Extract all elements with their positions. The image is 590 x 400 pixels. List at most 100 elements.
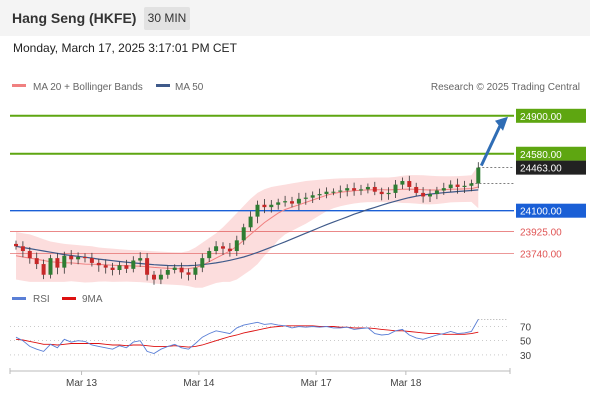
candle-body xyxy=(207,251,212,259)
candle-body xyxy=(359,189,363,191)
candle-body xyxy=(227,248,232,252)
candle xyxy=(124,259,129,273)
candle xyxy=(248,211,253,232)
candle xyxy=(365,183,370,194)
price-levels xyxy=(10,114,514,254)
rsi-legend-label: RSI xyxy=(33,294,50,305)
candle-body xyxy=(193,267,198,275)
candle-body xyxy=(234,240,239,252)
candle xyxy=(14,240,18,250)
candle xyxy=(110,262,115,276)
resistance-label-box xyxy=(516,108,586,123)
ma50-legend-swatch xyxy=(156,84,170,87)
candle-body xyxy=(241,227,246,241)
candle xyxy=(76,252,81,265)
timestamp: Monday, March 17, 2025 3:17:01 PM CET xyxy=(13,41,237,55)
candle-body xyxy=(448,184,453,189)
candle-body xyxy=(117,265,122,270)
candle-body xyxy=(338,190,343,192)
level-labels: 24900.00 24580.00 24463.00 24100.00 23925.00… xyxy=(516,108,586,260)
candle xyxy=(414,182,419,197)
candle-body xyxy=(296,198,301,204)
support-label: 23740.00 xyxy=(520,249,562,260)
candle xyxy=(48,254,53,279)
candle xyxy=(269,200,274,213)
candle-body xyxy=(365,186,370,190)
candle xyxy=(131,256,136,273)
candle xyxy=(462,180,467,194)
candle-body xyxy=(455,184,460,187)
chart-header: Hang Seng (HKFE) 30 MIN xyxy=(0,0,590,36)
candle xyxy=(34,252,39,270)
candle-body xyxy=(172,267,177,270)
candle xyxy=(324,187,329,199)
candle xyxy=(96,258,101,272)
pivot-label-box xyxy=(516,203,586,218)
instrument-title: Hang Seng (HKFE) xyxy=(12,10,137,26)
x-axis-tick-label: Mar 14 xyxy=(183,378,215,389)
candle-body xyxy=(379,191,384,195)
candle-body xyxy=(400,181,405,185)
candle-body xyxy=(462,185,467,187)
last-price-label-box xyxy=(516,160,586,175)
candle xyxy=(234,235,239,257)
rsi-tick-label: 50 xyxy=(520,337,532,348)
candle xyxy=(83,253,87,263)
x-axis-tick-label: Mar 13 xyxy=(66,378,98,389)
candle xyxy=(165,265,170,279)
candle-body xyxy=(372,186,377,192)
rsi-tick-label: 70 xyxy=(520,323,532,334)
candle xyxy=(152,270,156,285)
candle xyxy=(317,188,322,201)
forecast-arrow-head xyxy=(495,116,508,131)
candle-body xyxy=(200,258,205,268)
candle xyxy=(393,179,398,198)
candle xyxy=(186,268,191,281)
bollinger-fill xyxy=(16,165,479,288)
candle xyxy=(379,187,384,201)
candles xyxy=(14,162,481,285)
candle xyxy=(193,262,198,280)
candle-body xyxy=(131,260,136,269)
candle xyxy=(283,195,288,207)
ma20-legend-swatch xyxy=(12,84,26,87)
candle-body xyxy=(303,197,308,199)
candle xyxy=(41,259,46,280)
rsi-legend-swatch xyxy=(12,297,26,300)
ma20-legend-label: MA 20 + Bollinger Bands xyxy=(33,82,143,93)
candle-body xyxy=(48,258,53,275)
candle-body xyxy=(393,184,398,193)
x-axis-tick-label: Mar 17 xyxy=(301,378,333,389)
candle-body xyxy=(14,243,18,247)
candle-body xyxy=(421,192,426,197)
candle xyxy=(117,261,122,275)
candle-body xyxy=(124,265,129,269)
candle-body xyxy=(165,270,170,275)
candle-body xyxy=(158,274,163,280)
candle xyxy=(27,247,32,264)
candle-body xyxy=(469,183,474,186)
copyright-label: Research © 2025 Trading Central xyxy=(431,82,580,93)
timeframe-badge[interactable]: 30 MIN xyxy=(144,7,190,30)
candle-body xyxy=(186,272,191,275)
rsi-tick-label: 30 xyxy=(520,351,532,362)
candle xyxy=(138,252,143,267)
candle xyxy=(145,253,150,281)
candle xyxy=(179,262,184,279)
candle-body xyxy=(345,188,350,191)
resistance-label-box xyxy=(516,146,586,161)
candle xyxy=(276,198,281,210)
candle xyxy=(172,264,177,274)
candle-body xyxy=(331,191,336,193)
candle-body xyxy=(324,191,329,195)
candle-body xyxy=(476,167,481,184)
candle-body xyxy=(27,251,32,259)
candle-body xyxy=(69,255,74,260)
candle xyxy=(207,247,212,263)
rsi-ma-legend-swatch xyxy=(62,297,76,300)
candle xyxy=(296,192,301,211)
candle-body xyxy=(310,195,315,198)
rsi-ma-line xyxy=(15,325,479,348)
candle-body xyxy=(34,258,39,265)
